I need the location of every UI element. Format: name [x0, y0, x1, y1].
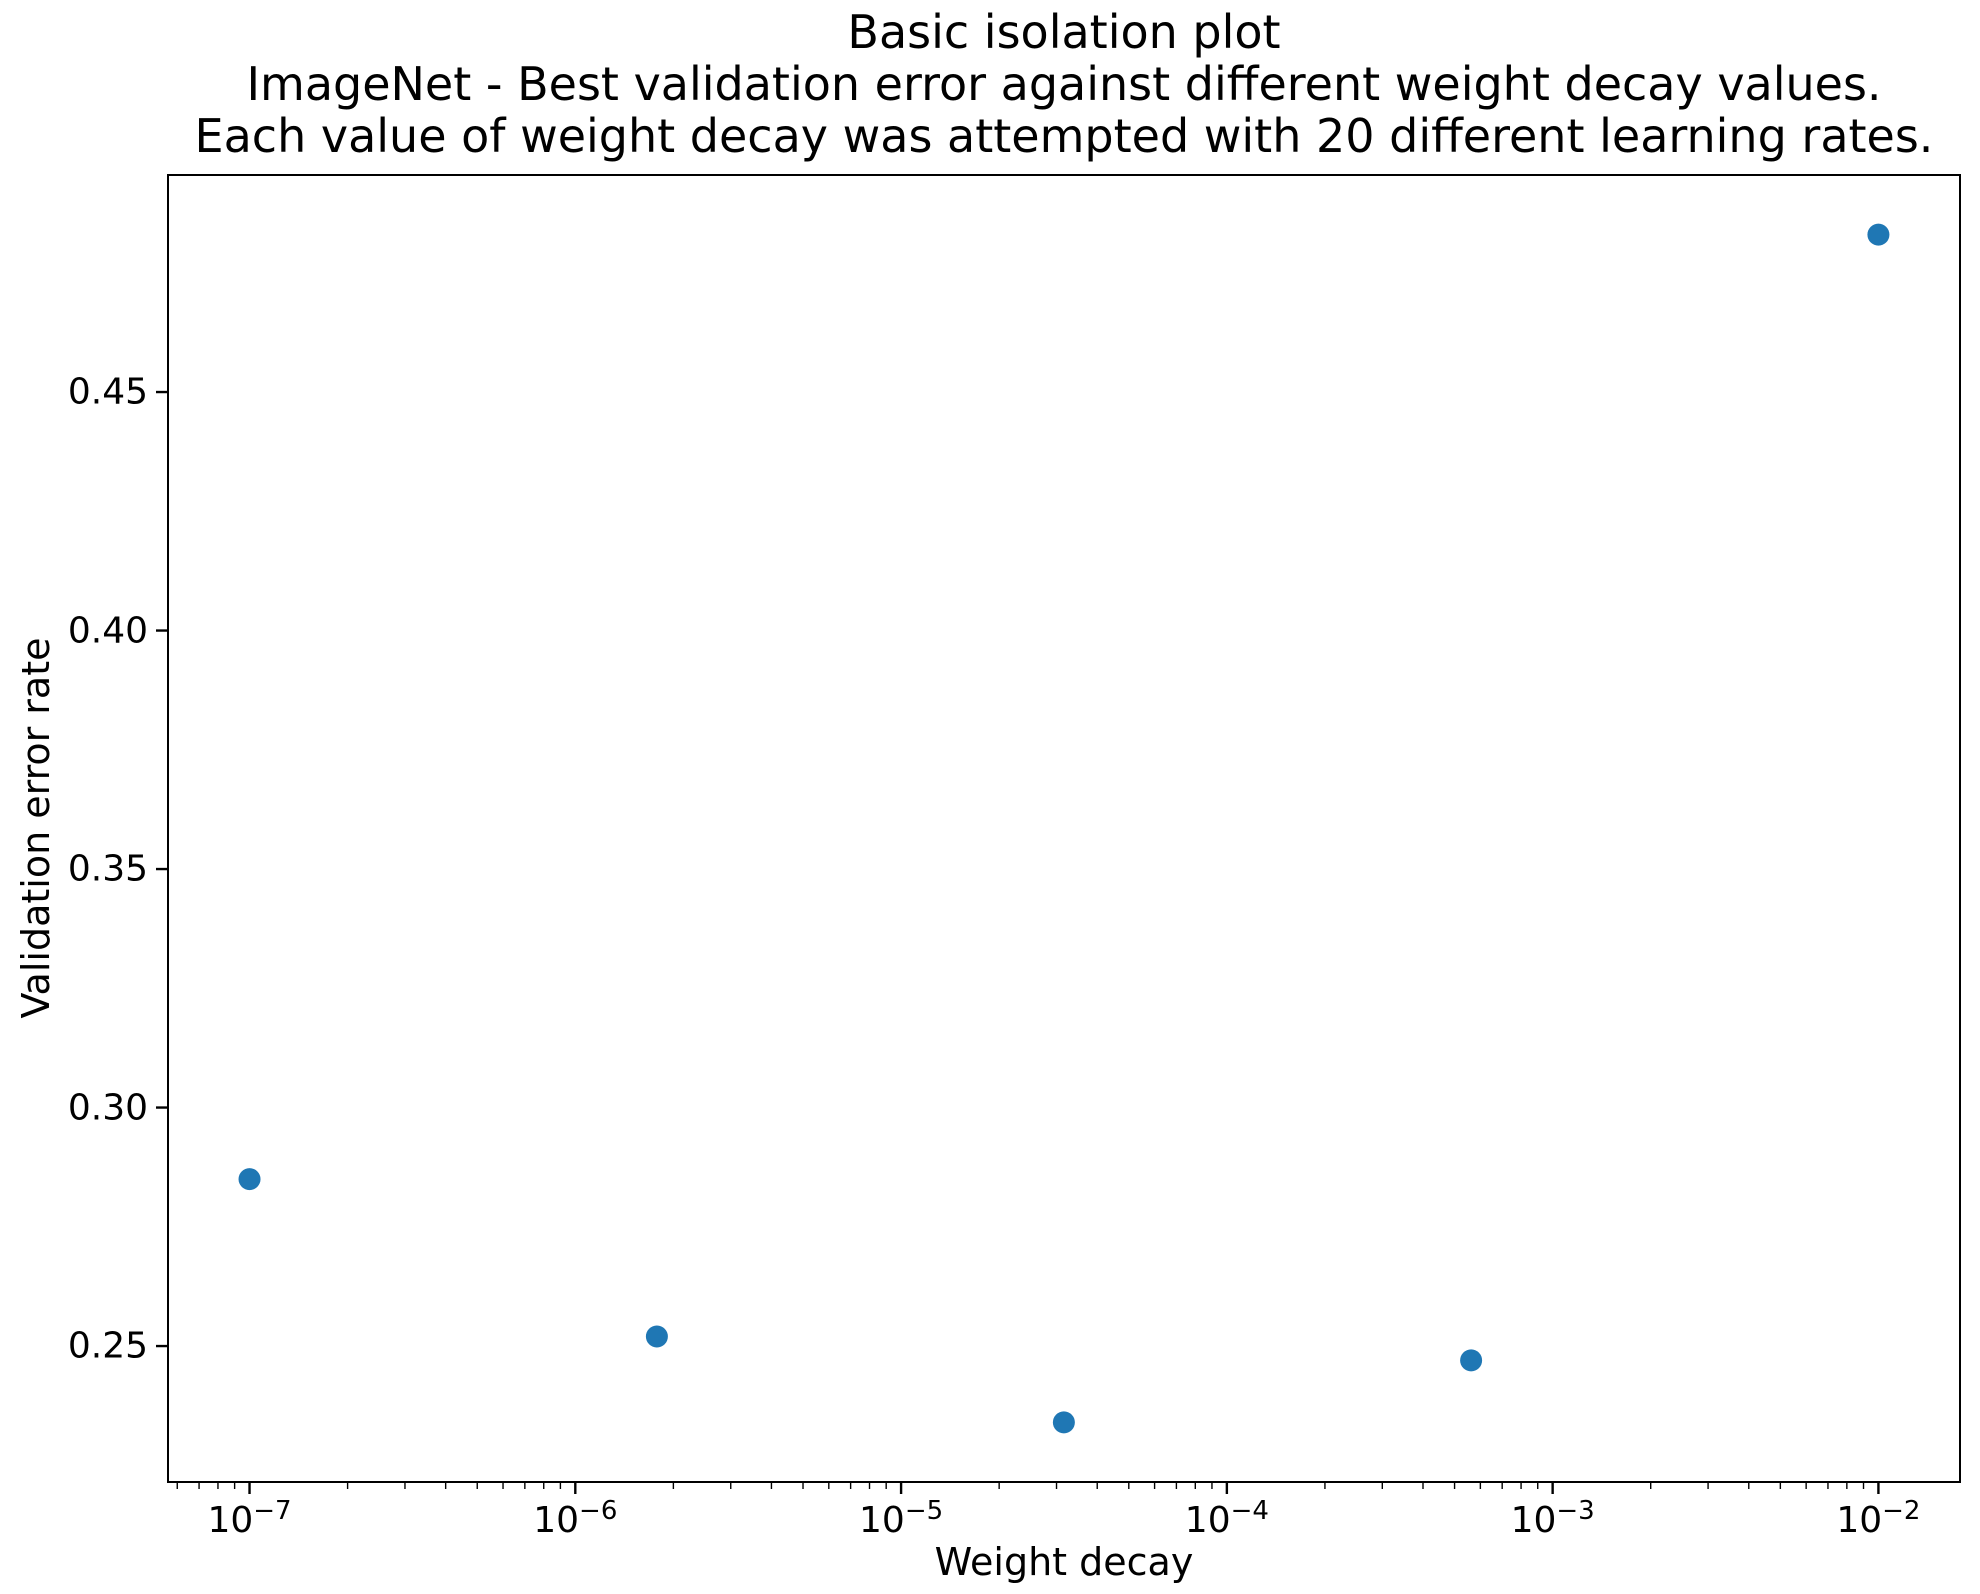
x-tick-label: 10−5	[859, 1496, 944, 1541]
x-tick-label: 10−4	[1184, 1496, 1269, 1541]
x-tick-label: 10−6	[533, 1496, 618, 1541]
x-tick-label: 10−3	[1510, 1496, 1595, 1541]
chart-title-line-3: Each value of weight decay was attempted…	[194, 109, 1934, 163]
y-tick-label: 0.25	[67, 1325, 148, 1367]
chart-title: Basic isolation plot ImageNet - Best val…	[168, 6, 1960, 162]
y-tick-label: 0.30	[67, 1087, 148, 1129]
y-tick-label: 0.35	[67, 848, 148, 890]
axes-spines	[167, 174, 1961, 1483]
x-axis-label: Weight decay	[934, 1540, 1194, 1584]
chart-title-line-1: Basic isolation plot	[847, 5, 1281, 59]
data-point	[1052, 1411, 1075, 1434]
y-axis-label: Validation error rate	[14, 637, 58, 1019]
y-tick-label: 0.45	[67, 371, 148, 413]
x-tick-label: 10−7	[207, 1496, 292, 1541]
data-point	[1867, 223, 1890, 246]
chart-title-line-2: ImageNet - Best validation error against…	[246, 57, 1882, 111]
data-point	[645, 1325, 668, 1348]
data-point	[238, 1168, 261, 1191]
data-point	[1460, 1349, 1483, 1372]
y-tick-label: 0.40	[67, 610, 148, 652]
x-tick-label: 10−2	[1836, 1496, 1921, 1541]
